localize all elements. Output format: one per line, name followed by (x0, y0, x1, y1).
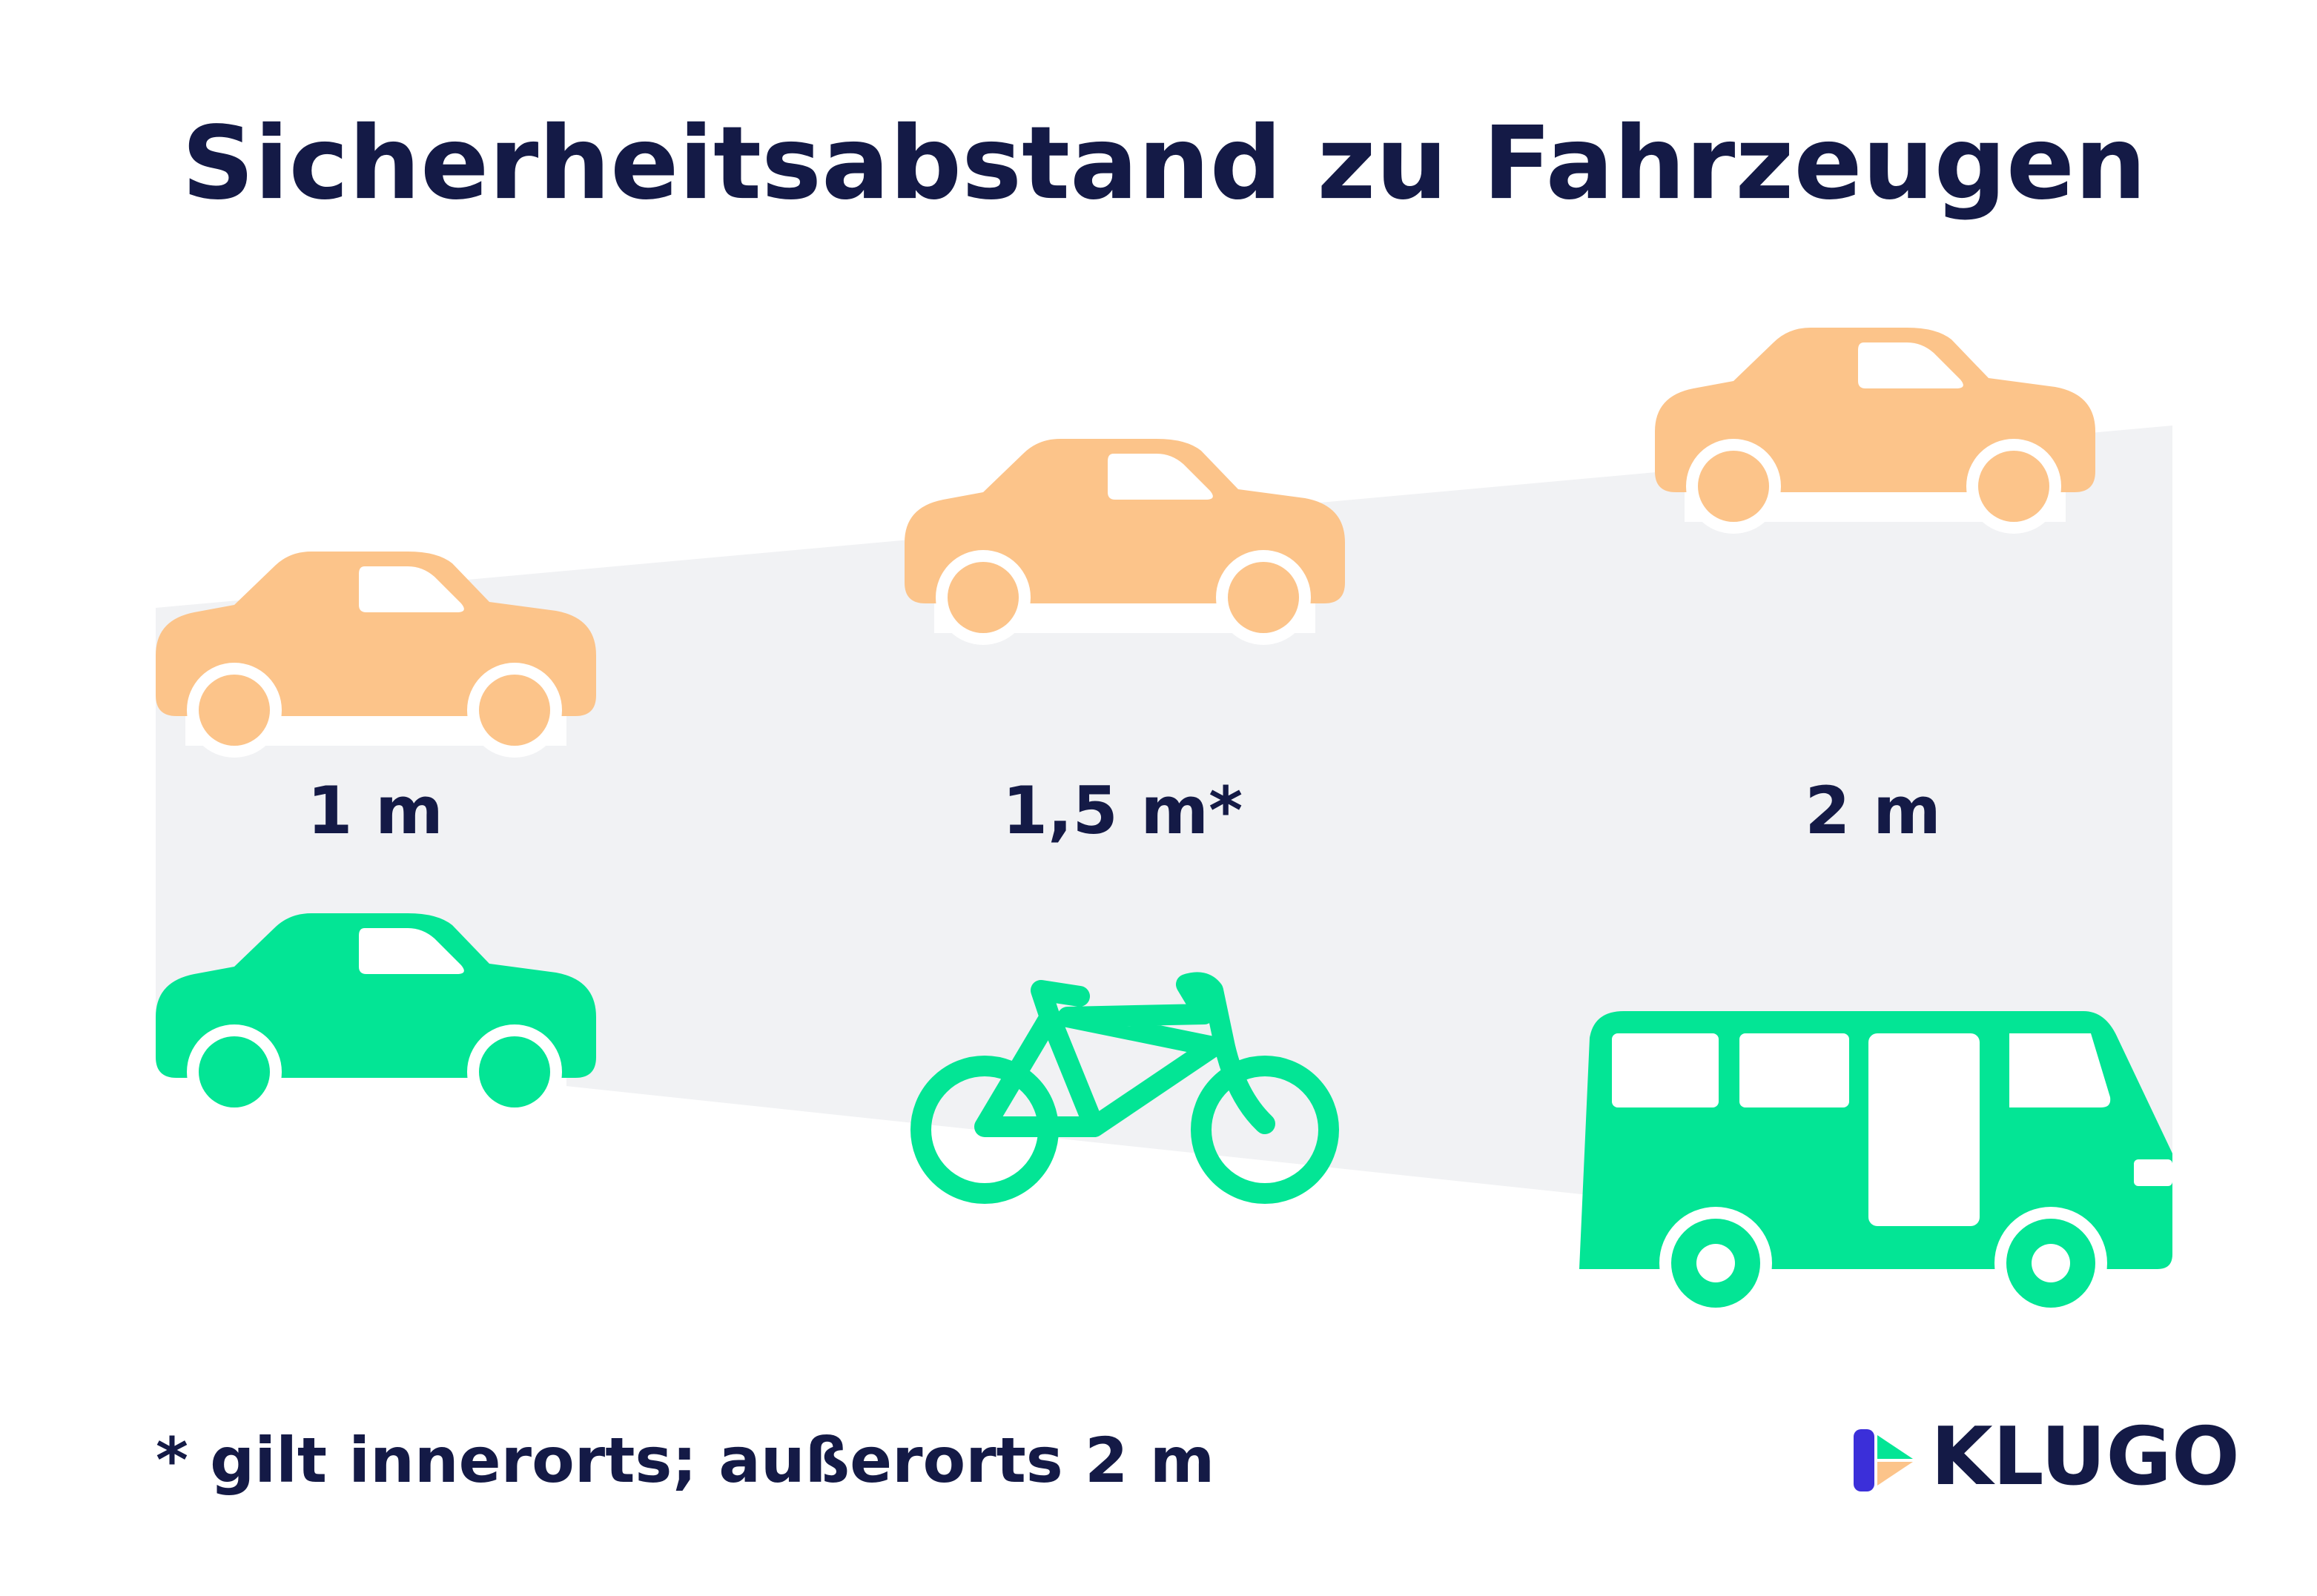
car-icon (905, 439, 1345, 645)
logo-icon (1854, 1429, 1913, 1491)
distance-label: 2 m (1805, 772, 1941, 849)
car-icon (1655, 328, 2095, 534)
distance-label: 1 m (307, 772, 443, 849)
bicycle-icon (910, 972, 1339, 1204)
distance-label: 1,5 m* (1002, 772, 1243, 849)
logo: KLUGO (1931, 1411, 2240, 1503)
bus-icon (1579, 1011, 2172, 1328)
footnote: * gilt innerorts; außerorts 2 m (156, 1424, 1214, 1497)
title: Sicherheitsabstand zu Fahrzeugen (182, 105, 2146, 222)
